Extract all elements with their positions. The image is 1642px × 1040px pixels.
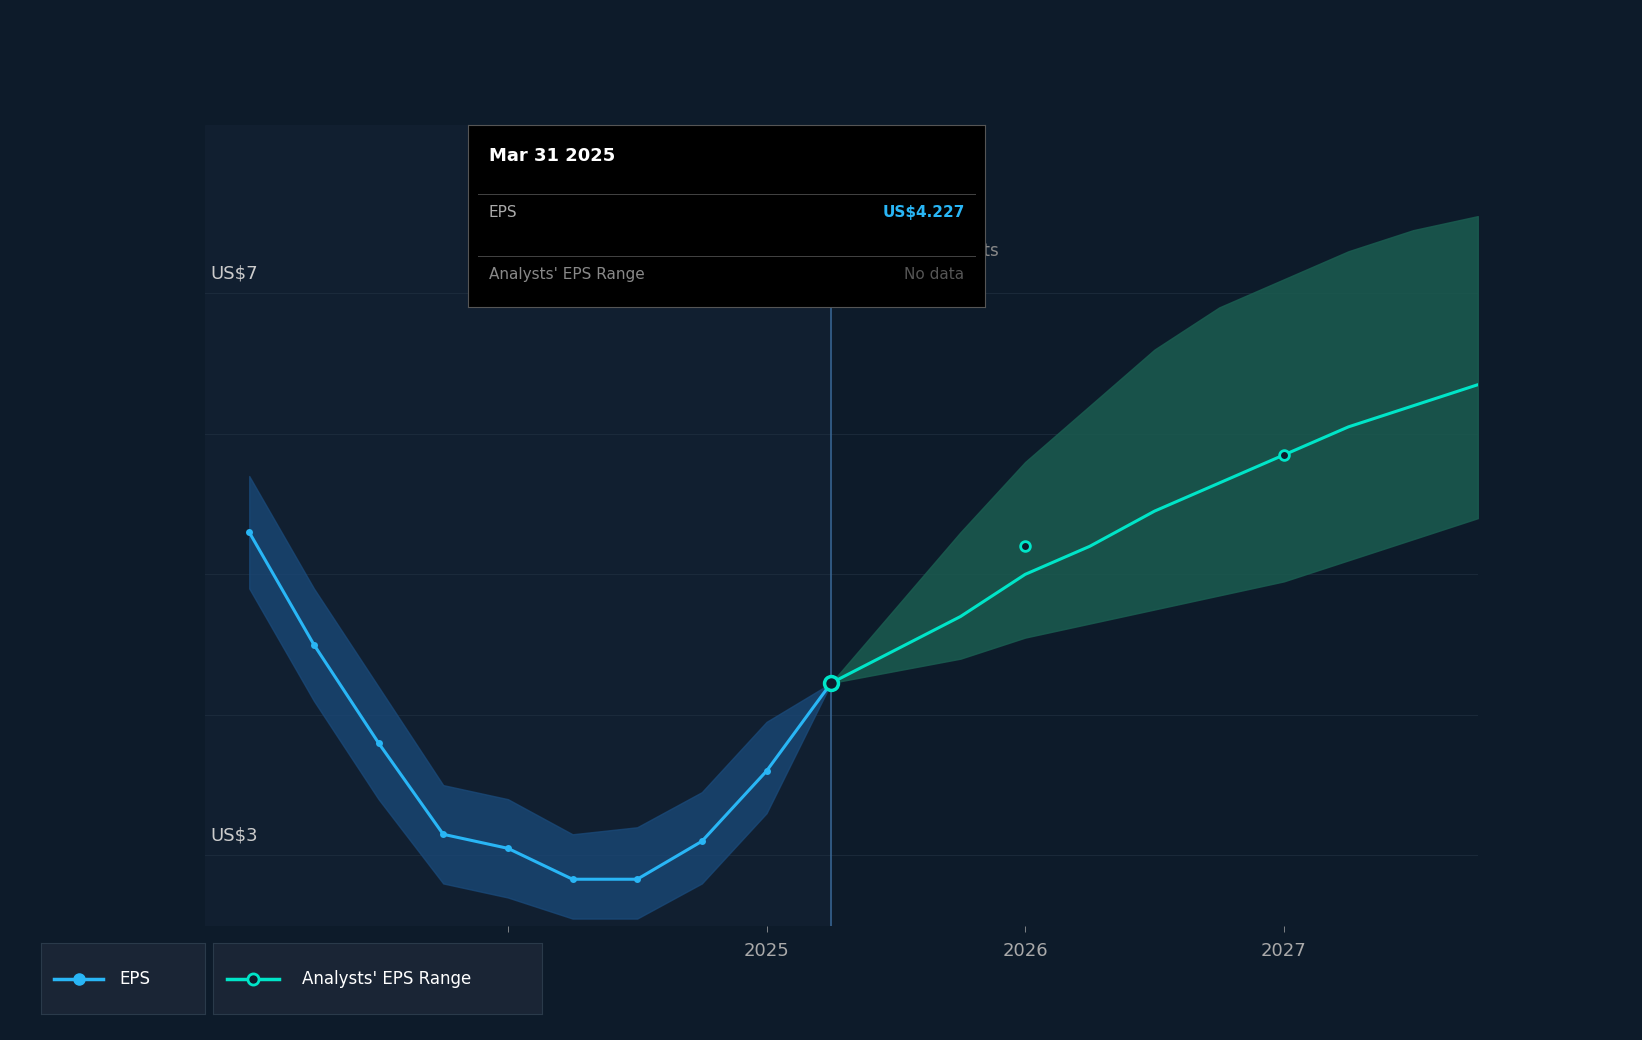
Text: No data: No data bbox=[905, 267, 964, 282]
Text: Analysts Forecasts: Analysts Forecasts bbox=[844, 242, 998, 260]
Text: US$4.227: US$4.227 bbox=[882, 205, 964, 219]
Text: US$7: US$7 bbox=[210, 264, 258, 282]
Bar bbox=[205, 125, 831, 926]
Text: Analysts' EPS Range: Analysts' EPS Range bbox=[302, 969, 471, 988]
Text: EPS: EPS bbox=[120, 969, 151, 988]
Text: Mar 31 2025: Mar 31 2025 bbox=[489, 147, 614, 164]
Text: EPS: EPS bbox=[489, 205, 517, 219]
Text: Analysts' EPS Range: Analysts' EPS Range bbox=[489, 267, 644, 282]
Text: Actual: Actual bbox=[759, 242, 818, 260]
Text: US$3: US$3 bbox=[210, 826, 258, 844]
